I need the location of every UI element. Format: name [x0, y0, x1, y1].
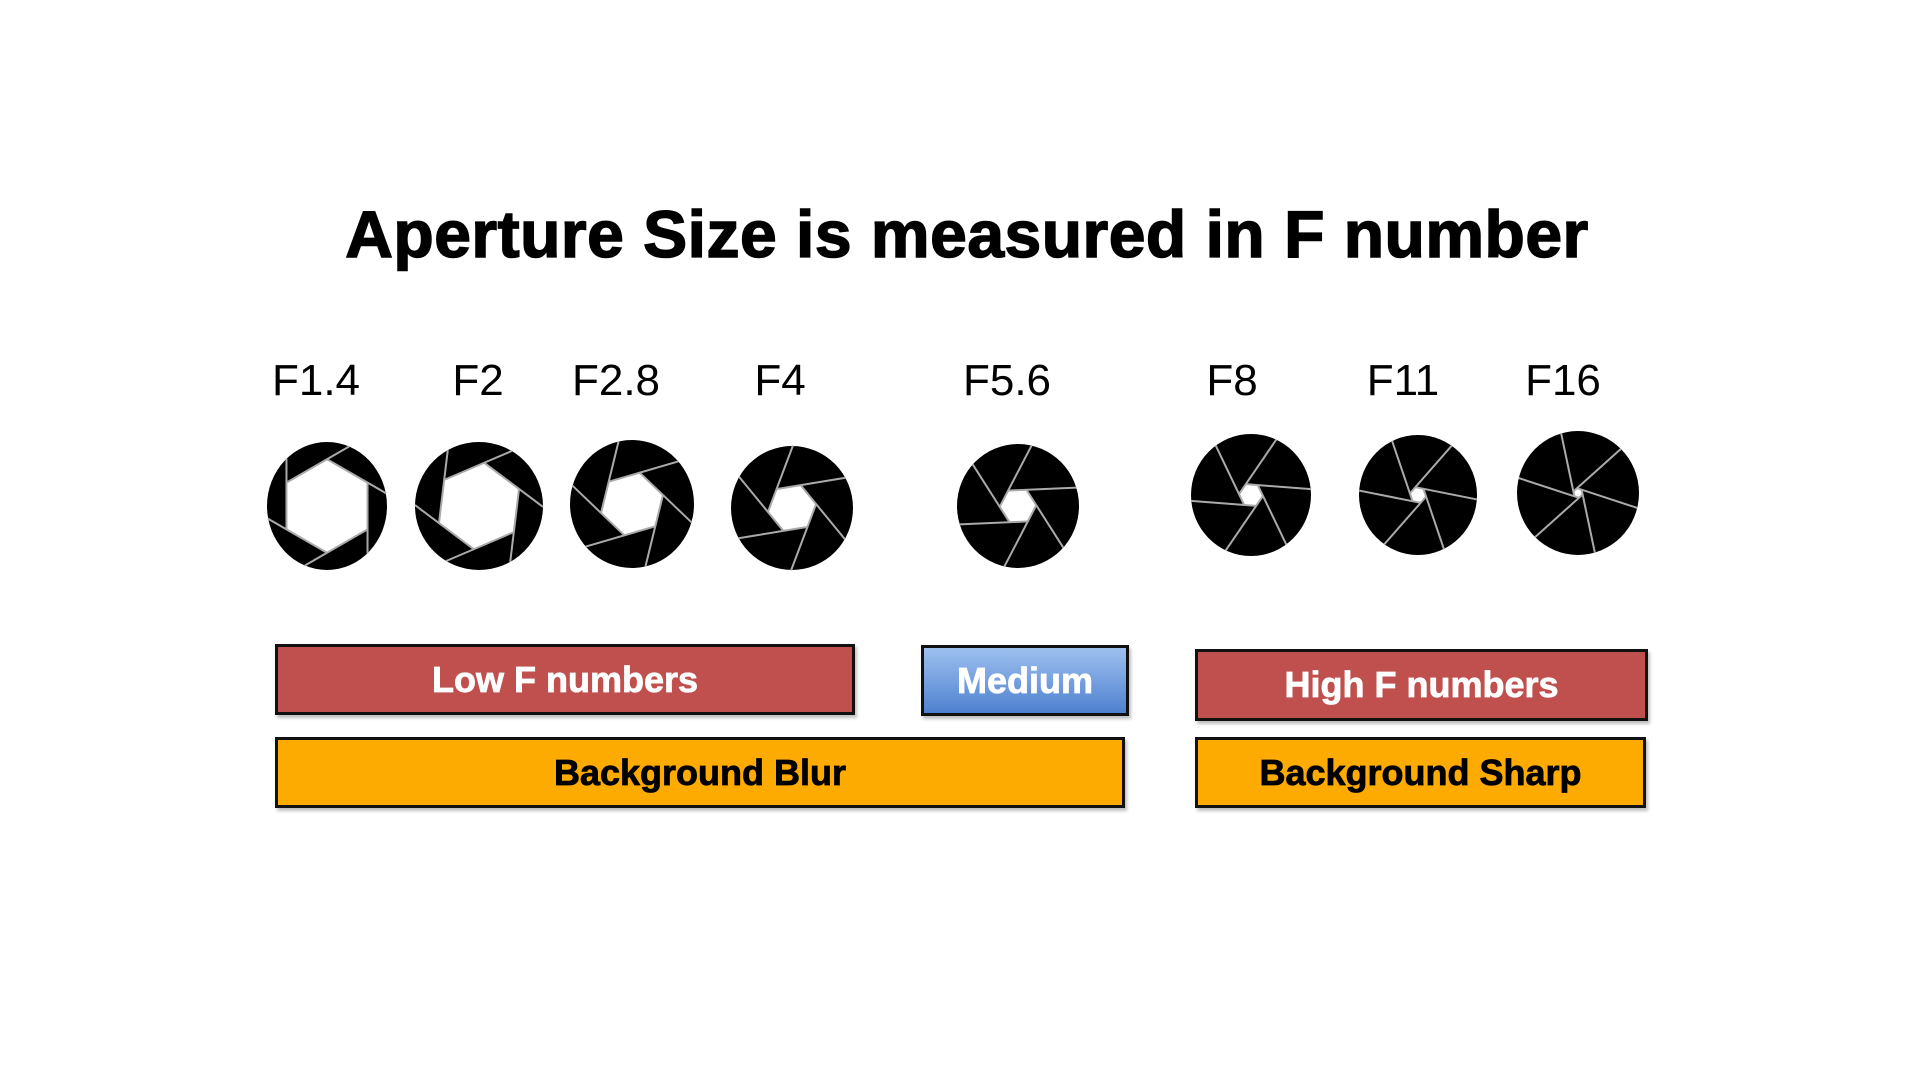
blade-edge	[644, 494, 664, 567]
blade-edge	[1238, 439, 1278, 495]
blade-edge	[1003, 504, 1038, 568]
blade-edge	[1534, 493, 1584, 538]
blade-edge	[443, 450, 513, 481]
medium-box: Medium	[921, 645, 1129, 716]
blade-edge	[608, 460, 679, 483]
blade-edge	[483, 461, 544, 508]
blade-edge	[799, 484, 846, 540]
blade-edge	[1214, 444, 1246, 506]
f-label: F4	[754, 356, 806, 405]
aperture-opening	[1409, 487, 1427, 503]
f-label: F1.4	[271, 356, 361, 405]
blade-edge	[998, 444, 1033, 508]
blade-edge	[1190, 499, 1257, 507]
blade-edge	[1245, 483, 1312, 491]
blade-edge	[1008, 486, 1077, 492]
blade-edge	[1224, 495, 1264, 551]
blade-edge	[1358, 489, 1421, 504]
blade-edge	[1580, 489, 1596, 553]
blade-edge	[509, 488, 521, 563]
blade-edge	[738, 525, 808, 540]
blade-edge	[285, 445, 350, 484]
blade-edge	[1391, 440, 1414, 502]
blade-edge	[600, 441, 620, 514]
aperture-opening	[1239, 484, 1263, 506]
aperture-opening	[438, 462, 520, 550]
blade-edge	[585, 525, 656, 548]
blade-edge	[326, 458, 387, 495]
blade-edge	[1383, 495, 1427, 546]
blade-edge	[1576, 487, 1638, 509]
page-title: Aperture Size is measured in F number	[345, 196, 1590, 272]
blade-edge	[738, 476, 785, 532]
blade-edge	[638, 471, 693, 524]
aperture-icon-F4	[731, 445, 853, 571]
f-label: F8	[1206, 356, 1258, 405]
aperture-icon-F11	[1358, 435, 1478, 555]
blade-edge	[1572, 448, 1622, 493]
blade-edge	[1422, 488, 1445, 550]
aperture-opening	[999, 489, 1037, 523]
aperture-opening	[767, 485, 817, 531]
blade-edge	[776, 476, 846, 491]
blade-edge	[1415, 486, 1478, 501]
blade-edge	[790, 503, 818, 571]
blade-edge	[1025, 489, 1065, 549]
blade-edge	[437, 449, 449, 524]
blade-edge	[766, 445, 794, 513]
aperture-icon-F2	[414, 442, 544, 570]
blade-edge	[1409, 444, 1453, 495]
f-label: F2	[452, 356, 504, 405]
low-f-numbers-box: Low F numbers	[275, 644, 855, 715]
blade-edge	[959, 520, 1028, 526]
f-label: F16	[1525, 356, 1601, 405]
blade-edge	[414, 504, 475, 551]
aperture-opening	[601, 472, 663, 536]
blade-edge	[267, 517, 328, 554]
blade-edge	[445, 531, 515, 562]
aperture-icon-F2.8	[570, 440, 694, 568]
f-label: F2.8	[571, 356, 661, 405]
blade-edge	[1560, 433, 1576, 497]
blade-edge	[571, 484, 626, 537]
blade-edge	[304, 528, 369, 567]
f-label: F5.6	[962, 356, 1052, 405]
blade-edge	[971, 463, 1011, 523]
aperture-icon-F5.6	[957, 444, 1079, 568]
aperture-icon-F16	[1517, 431, 1639, 555]
aperture-icon-F8	[1190, 434, 1312, 556]
background-sharp-box: Background Sharp	[1195, 737, 1646, 808]
high-f-numbers-box: High F numbers	[1195, 649, 1648, 721]
aperture-icon-F1.4	[267, 442, 387, 570]
background-blur-box: Background Blur	[275, 737, 1125, 808]
blade-edge	[1518, 477, 1580, 499]
f-label: F11	[1366, 356, 1440, 405]
blade-edge	[1256, 484, 1288, 546]
aperture-opening	[286, 459, 368, 553]
